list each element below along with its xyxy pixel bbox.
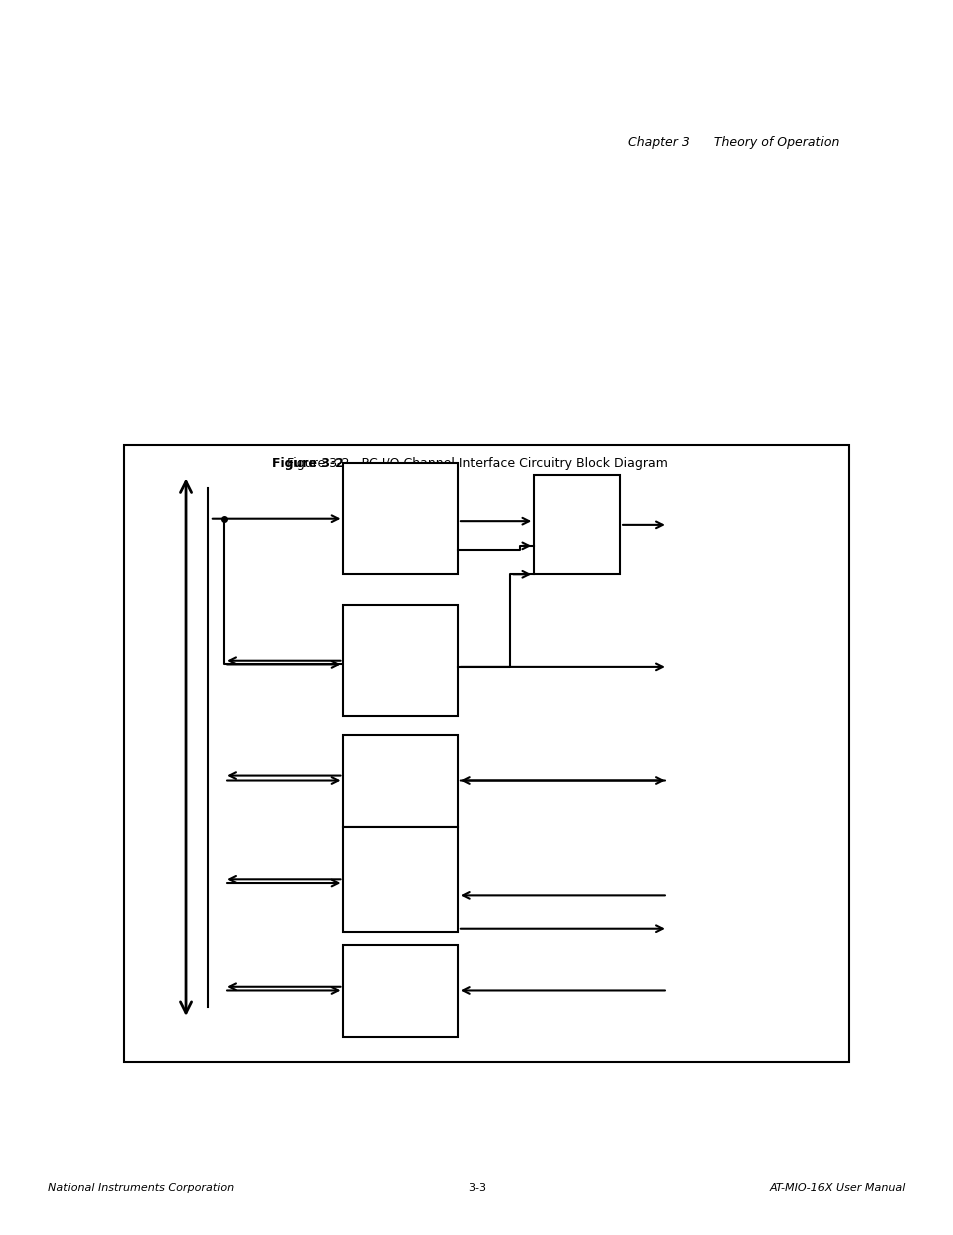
Bar	[534, 475, 619, 574]
Text: Chapter 3      Theory of Operation: Chapter 3 Theory of Operation	[627, 136, 839, 148]
Bar	[343, 605, 457, 716]
Text: 3-3: 3-3	[468, 1183, 485, 1193]
Text: Figure 3-2.  PC I/O Channel Interface Circuitry Block Diagram: Figure 3-2. PC I/O Channel Interface Cir…	[286, 457, 667, 469]
Bar	[343, 827, 457, 932]
Text: AT-MIO-16X User Manual: AT-MIO-16X User Manual	[769, 1183, 905, 1193]
Bar	[343, 463, 457, 574]
Text: National Instruments Corporation: National Instruments Corporation	[48, 1183, 233, 1193]
FancyBboxPatch shape	[124, 445, 848, 1062]
Text: Figure 3-2.: Figure 3-2.	[272, 457, 348, 469]
Bar	[343, 735, 457, 827]
Bar	[343, 945, 457, 1037]
